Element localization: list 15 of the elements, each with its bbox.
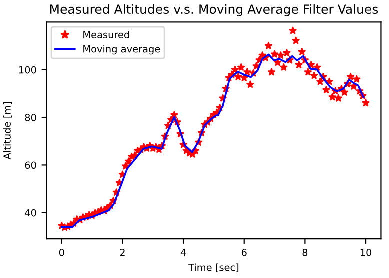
legend-label: Moving average <box>84 45 160 55</box>
x-tick-label: 8 <box>302 248 308 256</box>
y-tick-label: 40 <box>25 209 36 217</box>
y-axis-title: Altitude [m] <box>3 102 12 160</box>
x-tick-label: 0 <box>59 248 64 256</box>
x-tick-label: 10 <box>360 248 372 256</box>
y-tick-label: 80 <box>25 114 36 122</box>
chart-title: Measured Altitudes v.s. Moving Average Filter Values <box>50 4 378 17</box>
x-tick-label: 6 <box>242 248 247 256</box>
x-axis-title: Time [sec] <box>188 264 239 272</box>
y-tick-label: 60 <box>25 162 36 170</box>
x-tick-label: 4 <box>180 249 186 256</box>
y-tick-label: 100 <box>19 66 36 74</box>
x-tick-label: 2 <box>120 248 125 256</box>
legend-label: Measured <box>84 30 130 39</box>
